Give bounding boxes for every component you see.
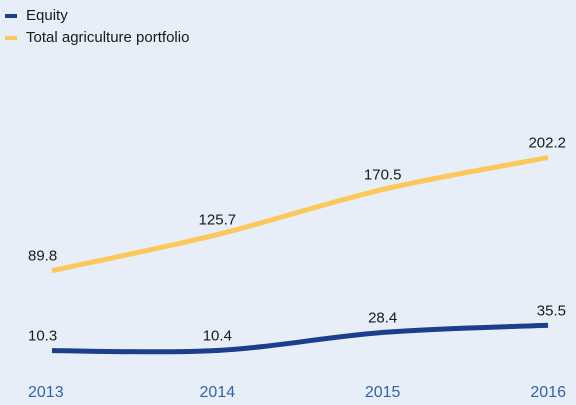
x-tick-label: 2015 xyxy=(365,384,401,401)
data-label: 89.8 xyxy=(28,248,57,265)
data-label: 28.4 xyxy=(368,309,397,326)
data-label: 35.5 xyxy=(537,302,566,319)
series-line xyxy=(51,322,549,355)
x-tick-label: 2013 xyxy=(28,384,64,401)
data-label: 10.3 xyxy=(28,328,57,345)
data-label: 125.7 xyxy=(199,212,237,229)
series-line xyxy=(51,155,549,274)
x-tick-label: 2014 xyxy=(200,384,236,401)
legend-label: Equity xyxy=(26,7,68,24)
data-label: 170.5 xyxy=(364,166,402,183)
x-tick-label: 2016 xyxy=(530,384,566,401)
legend-label: Total agriculture portfolio xyxy=(26,29,189,46)
data-label: 10.4 xyxy=(203,328,232,345)
data-label: 202.2 xyxy=(528,135,566,152)
